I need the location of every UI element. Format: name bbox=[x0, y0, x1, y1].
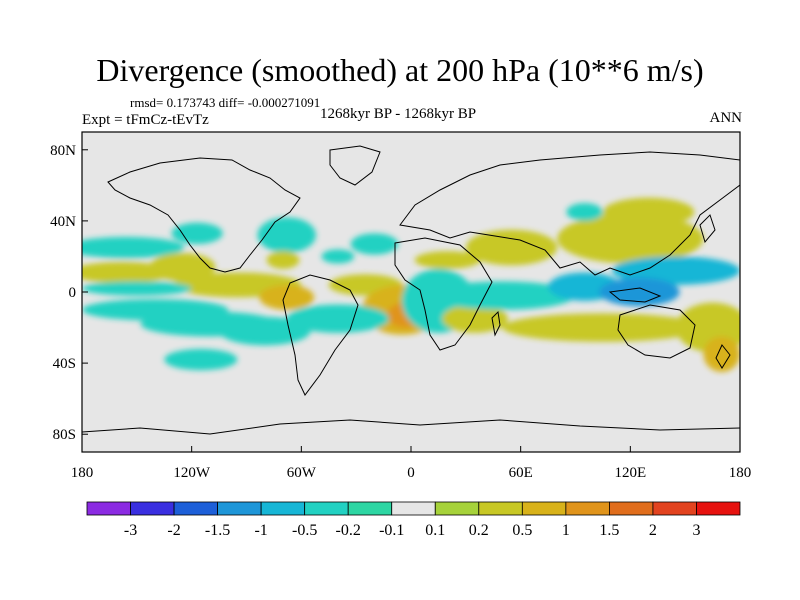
colorbar-label: -2 bbox=[167, 522, 180, 539]
colorbar-swatch bbox=[652, 501, 697, 516]
colorbar-label: 3 bbox=[692, 522, 700, 539]
colorbar-label: 2 bbox=[649, 522, 657, 539]
x-tick-label: 60W bbox=[287, 465, 317, 481]
experiment-label: Expt = tFmCz-tEvTz bbox=[82, 112, 209, 128]
coast-north-america bbox=[107, 157, 301, 273]
x-tick-label: 0 bbox=[407, 465, 415, 481]
field-region bbox=[321, 249, 355, 264]
colorbar-label: -3 bbox=[124, 522, 137, 539]
x-axis: 180 120W 60W 0 60E 120E 180 bbox=[71, 446, 752, 481]
season-label: ANN bbox=[709, 110, 743, 126]
field-region bbox=[149, 252, 216, 282]
colorbar-swatch bbox=[86, 501, 131, 516]
colorbar-swatch bbox=[217, 501, 262, 516]
field-region bbox=[82, 236, 185, 259]
coast-greenland bbox=[329, 145, 381, 186]
field-region bbox=[566, 203, 603, 221]
colorbar-swatch bbox=[260, 501, 306, 516]
field-region bbox=[266, 251, 300, 269]
field-region bbox=[257, 217, 316, 253]
x-tick-label: 120E bbox=[614, 465, 646, 481]
field-region bbox=[414, 251, 481, 269]
field-region bbox=[164, 348, 238, 371]
colorbar: -3 -2 -1.5 -1 -0.5 -0.2 -0.1 0.1 0.2 0.5 1 1.5 2 3 bbox=[86, 501, 741, 539]
x-tick-label: 120W bbox=[173, 465, 211, 481]
field-region bbox=[82, 281, 192, 296]
field-region bbox=[502, 313, 704, 342]
y-tick-label: 40S bbox=[53, 356, 76, 372]
stats-label: rmsd= 0.173743 diff= -0.000271091 bbox=[130, 95, 321, 110]
colorbar-label: -1.5 bbox=[205, 522, 230, 539]
colorbar-swatch bbox=[521, 501, 567, 516]
colorbar-swatch bbox=[391, 501, 436, 516]
colorbar-swatch bbox=[173, 501, 218, 516]
colorbar-swatch bbox=[478, 501, 523, 516]
field-region bbox=[429, 281, 576, 310]
field-region bbox=[171, 222, 223, 244]
field-region bbox=[557, 213, 704, 264]
coastlines bbox=[82, 145, 740, 435]
colorbar-label: -0.2 bbox=[336, 522, 361, 539]
colorbar-swatch bbox=[565, 501, 610, 516]
coast-africa bbox=[394, 237, 493, 351]
colorbar-swatch bbox=[304, 501, 349, 516]
colorbar-label: -0.5 bbox=[292, 522, 317, 539]
coast-antarctica bbox=[82, 419, 740, 435]
colorbar-label: 1.5 bbox=[599, 522, 619, 539]
field-region bbox=[286, 304, 390, 333]
colorbar-label: 0.1 bbox=[425, 522, 445, 539]
field-region bbox=[465, 229, 558, 266]
coast-maritime-continent bbox=[608, 287, 662, 303]
y-tick-label: 80N bbox=[50, 143, 76, 159]
field-region bbox=[442, 304, 508, 333]
colorbar-swatch bbox=[347, 501, 393, 516]
chart-title: Divergence (smoothed) at 200 hPa (10**6 … bbox=[96, 52, 704, 88]
x-tick-label: 180 bbox=[729, 465, 752, 481]
colorbar-label: 0.2 bbox=[469, 522, 489, 539]
field-region bbox=[612, 256, 740, 285]
x-tick-label: 180 bbox=[71, 465, 94, 481]
colorbar-swatch bbox=[609, 501, 654, 516]
field-region bbox=[350, 233, 399, 255]
coast-madagascar bbox=[491, 310, 501, 337]
field-region bbox=[602, 197, 695, 227]
x-tick-label: 60E bbox=[509, 465, 533, 481]
coast-japan bbox=[699, 214, 716, 244]
colorbar-swatch bbox=[696, 501, 741, 516]
coast-australia bbox=[617, 304, 696, 359]
coast-new-zealand bbox=[715, 344, 731, 369]
period-label: 1268kyr BP - 1268kyr BP bbox=[320, 106, 477, 122]
y-tick-label: 40N bbox=[50, 214, 76, 230]
y-tick-label: 80S bbox=[53, 427, 76, 443]
colorbar-label: -1 bbox=[254, 522, 267, 539]
colorbar-label: 0.5 bbox=[512, 522, 532, 539]
colorbar-label: -0.1 bbox=[379, 522, 404, 539]
colorbar-label: 1 bbox=[562, 522, 570, 539]
field-region bbox=[219, 316, 311, 346]
y-tick-label: 0 bbox=[69, 285, 77, 301]
divergence-field bbox=[82, 197, 740, 372]
field-region bbox=[259, 284, 315, 310]
field-region bbox=[703, 336, 740, 372]
colorbar-swatch bbox=[434, 501, 480, 516]
y-axis: 80N 40N 0 40S 80S bbox=[50, 143, 88, 443]
coast-south-america bbox=[282, 274, 359, 396]
coast-eurasia bbox=[399, 151, 740, 276]
colorbar-swatch bbox=[130, 501, 175, 516]
